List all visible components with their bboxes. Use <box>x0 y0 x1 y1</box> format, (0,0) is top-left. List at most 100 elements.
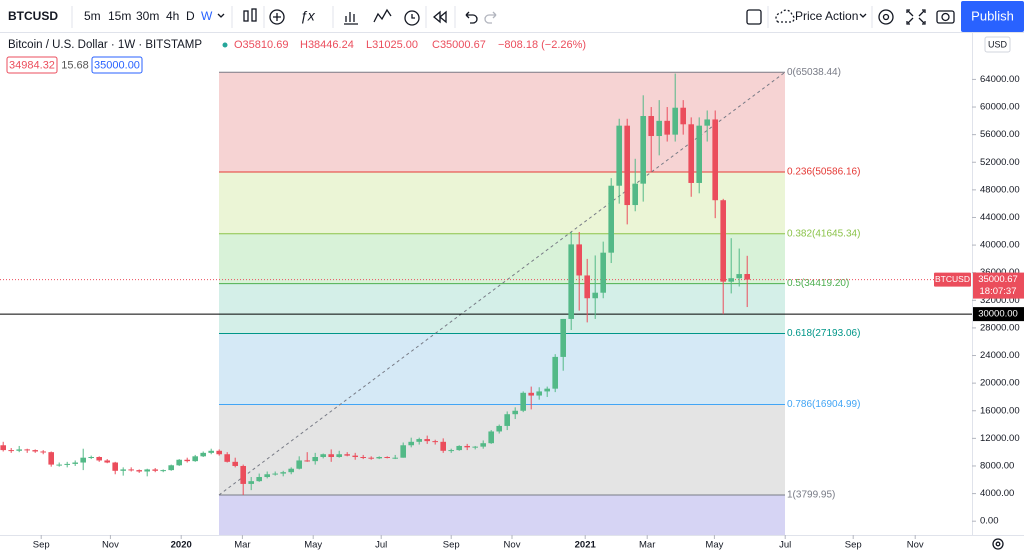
candle-body <box>680 107 686 125</box>
candle-body <box>200 452 206 457</box>
x-tick-label: 2021 <box>575 540 597 551</box>
candle-body <box>24 449 30 451</box>
currency-label[interactable]: USD <box>988 39 1008 49</box>
candle-body <box>408 441 414 446</box>
candle-body <box>536 391 542 396</box>
layout-button[interactable] <box>746 9 762 25</box>
buy-price[interactable]: 35000.00 <box>94 59 140 71</box>
legend-change: −808.18 (−2.26%) <box>498 39 586 51</box>
candle-body <box>480 443 486 447</box>
candle-body <box>584 275 590 299</box>
y-tick-label: 44000.00 <box>980 212 1020 223</box>
chart-settings-button[interactable] <box>992 538 1004 550</box>
interval[interactable]: 4h <box>166 9 179 23</box>
candle-body <box>264 474 270 478</box>
fib-level-label: 0.5(34419.20) <box>787 278 849 289</box>
y-tick-label: 28000.00 <box>980 322 1020 333</box>
undo-button[interactable] <box>465 11 478 24</box>
candle-body <box>16 449 22 451</box>
y-tick-label: 56000.00 <box>980 129 1020 140</box>
replay-alert-button[interactable] <box>404 10 420 26</box>
symbol-tag-label: BTCUSD <box>935 274 970 284</box>
y-tick-label: 4000.00 <box>980 488 1014 499</box>
currency-box[interactable] <box>984 36 1011 53</box>
candle-body <box>424 439 430 442</box>
alert-button[interactable] <box>373 8 392 23</box>
x-tick-label: Mar <box>639 540 655 551</box>
templates-button[interactable] <box>344 12 358 25</box>
snapshot-button[interactable] <box>936 10 955 24</box>
candle-body <box>640 116 646 184</box>
candle-body <box>704 119 710 126</box>
symbol-search[interactable]: BTCUSD <box>8 9 58 23</box>
candle-body <box>440 441 446 451</box>
candle-body <box>392 457 398 459</box>
candle-body <box>232 461 238 466</box>
sell-price[interactable]: 34984.32 <box>9 59 55 71</box>
redo-button[interactable] <box>484 11 497 24</box>
layout-dropdown[interactable] <box>859 13 867 18</box>
candle-body <box>464 445 470 448</box>
fib-level-label: 0.236(50586.16) <box>787 167 860 178</box>
layout-name[interactable]: Price Action <box>795 9 858 23</box>
candle-body <box>344 454 350 456</box>
interval[interactable]: 30m <box>136 9 159 23</box>
candle-body <box>304 460 310 462</box>
candle-body <box>744 274 750 280</box>
candle-body <box>192 456 198 462</box>
candle-body <box>112 462 118 471</box>
publish-label[interactable]: Publish <box>971 8 1014 23</box>
sell-box[interactable] <box>6 56 58 74</box>
candle-body <box>272 473 278 475</box>
x-tick-label: May <box>705 540 723 551</box>
compare-button[interactable] <box>269 9 285 25</box>
buy-box[interactable] <box>91 56 143 74</box>
candle-body <box>248 481 254 484</box>
fib-level-label: 1(3799.95) <box>787 490 835 501</box>
spread: 15.68 <box>61 59 89 71</box>
candle-body <box>56 464 62 466</box>
candle-body <box>288 468 294 473</box>
y-tick-label: 60000.00 <box>980 102 1020 113</box>
candle-body <box>8 450 14 452</box>
x-tick-label: Sep <box>443 540 460 551</box>
settings-button[interactable] <box>878 9 894 25</box>
bar-countdown: 18:07:37 <box>980 286 1017 297</box>
chart-type-button[interactable] <box>243 8 257 22</box>
candle-body <box>352 455 358 457</box>
interval[interactable]: 5m <box>84 9 101 23</box>
candle-body <box>656 120 662 137</box>
interval[interactable]: D <box>186 9 195 23</box>
candle-body <box>648 116 654 137</box>
candle-body <box>312 456 318 462</box>
candle-body <box>184 459 190 462</box>
x-tick-label: Jul <box>779 540 791 551</box>
candle-body <box>48 452 54 465</box>
candle-body <box>128 469 134 471</box>
fullscreen-button[interactable] <box>906 9 926 25</box>
interval-active[interactable]: W <box>201 9 213 23</box>
indicators-button[interactable]: ƒx <box>300 8 316 24</box>
x-tick-label: Jul <box>375 540 387 551</box>
market-status <box>222 42 228 48</box>
plot-area: 0(65038.44) 0.236(50586.16) 0.382(41645.34… <box>0 67 972 535</box>
x-tick-label: 2020 <box>171 540 192 551</box>
fib-band <box>219 283 785 334</box>
legend-high: H38446.24 <box>300 39 354 51</box>
candle-body <box>176 459 182 466</box>
interval[interactable]: 15m <box>108 9 131 23</box>
y-tick-label: 48000.00 <box>980 184 1020 195</box>
candle-body <box>224 454 230 462</box>
x-tick-label: Mar <box>234 540 250 551</box>
candle-body <box>144 469 150 472</box>
publish-button[interactable] <box>961 1 1024 32</box>
candle-body <box>136 470 142 472</box>
candle-body <box>280 472 286 474</box>
candle-body <box>0 445 6 451</box>
y-tick-label: 20000.00 <box>980 378 1020 389</box>
replay-button[interactable] <box>432 10 447 24</box>
candle-body <box>328 454 334 457</box>
x-tick-label: Sep <box>33 540 50 551</box>
interval-dropdown[interactable] <box>217 13 225 18</box>
